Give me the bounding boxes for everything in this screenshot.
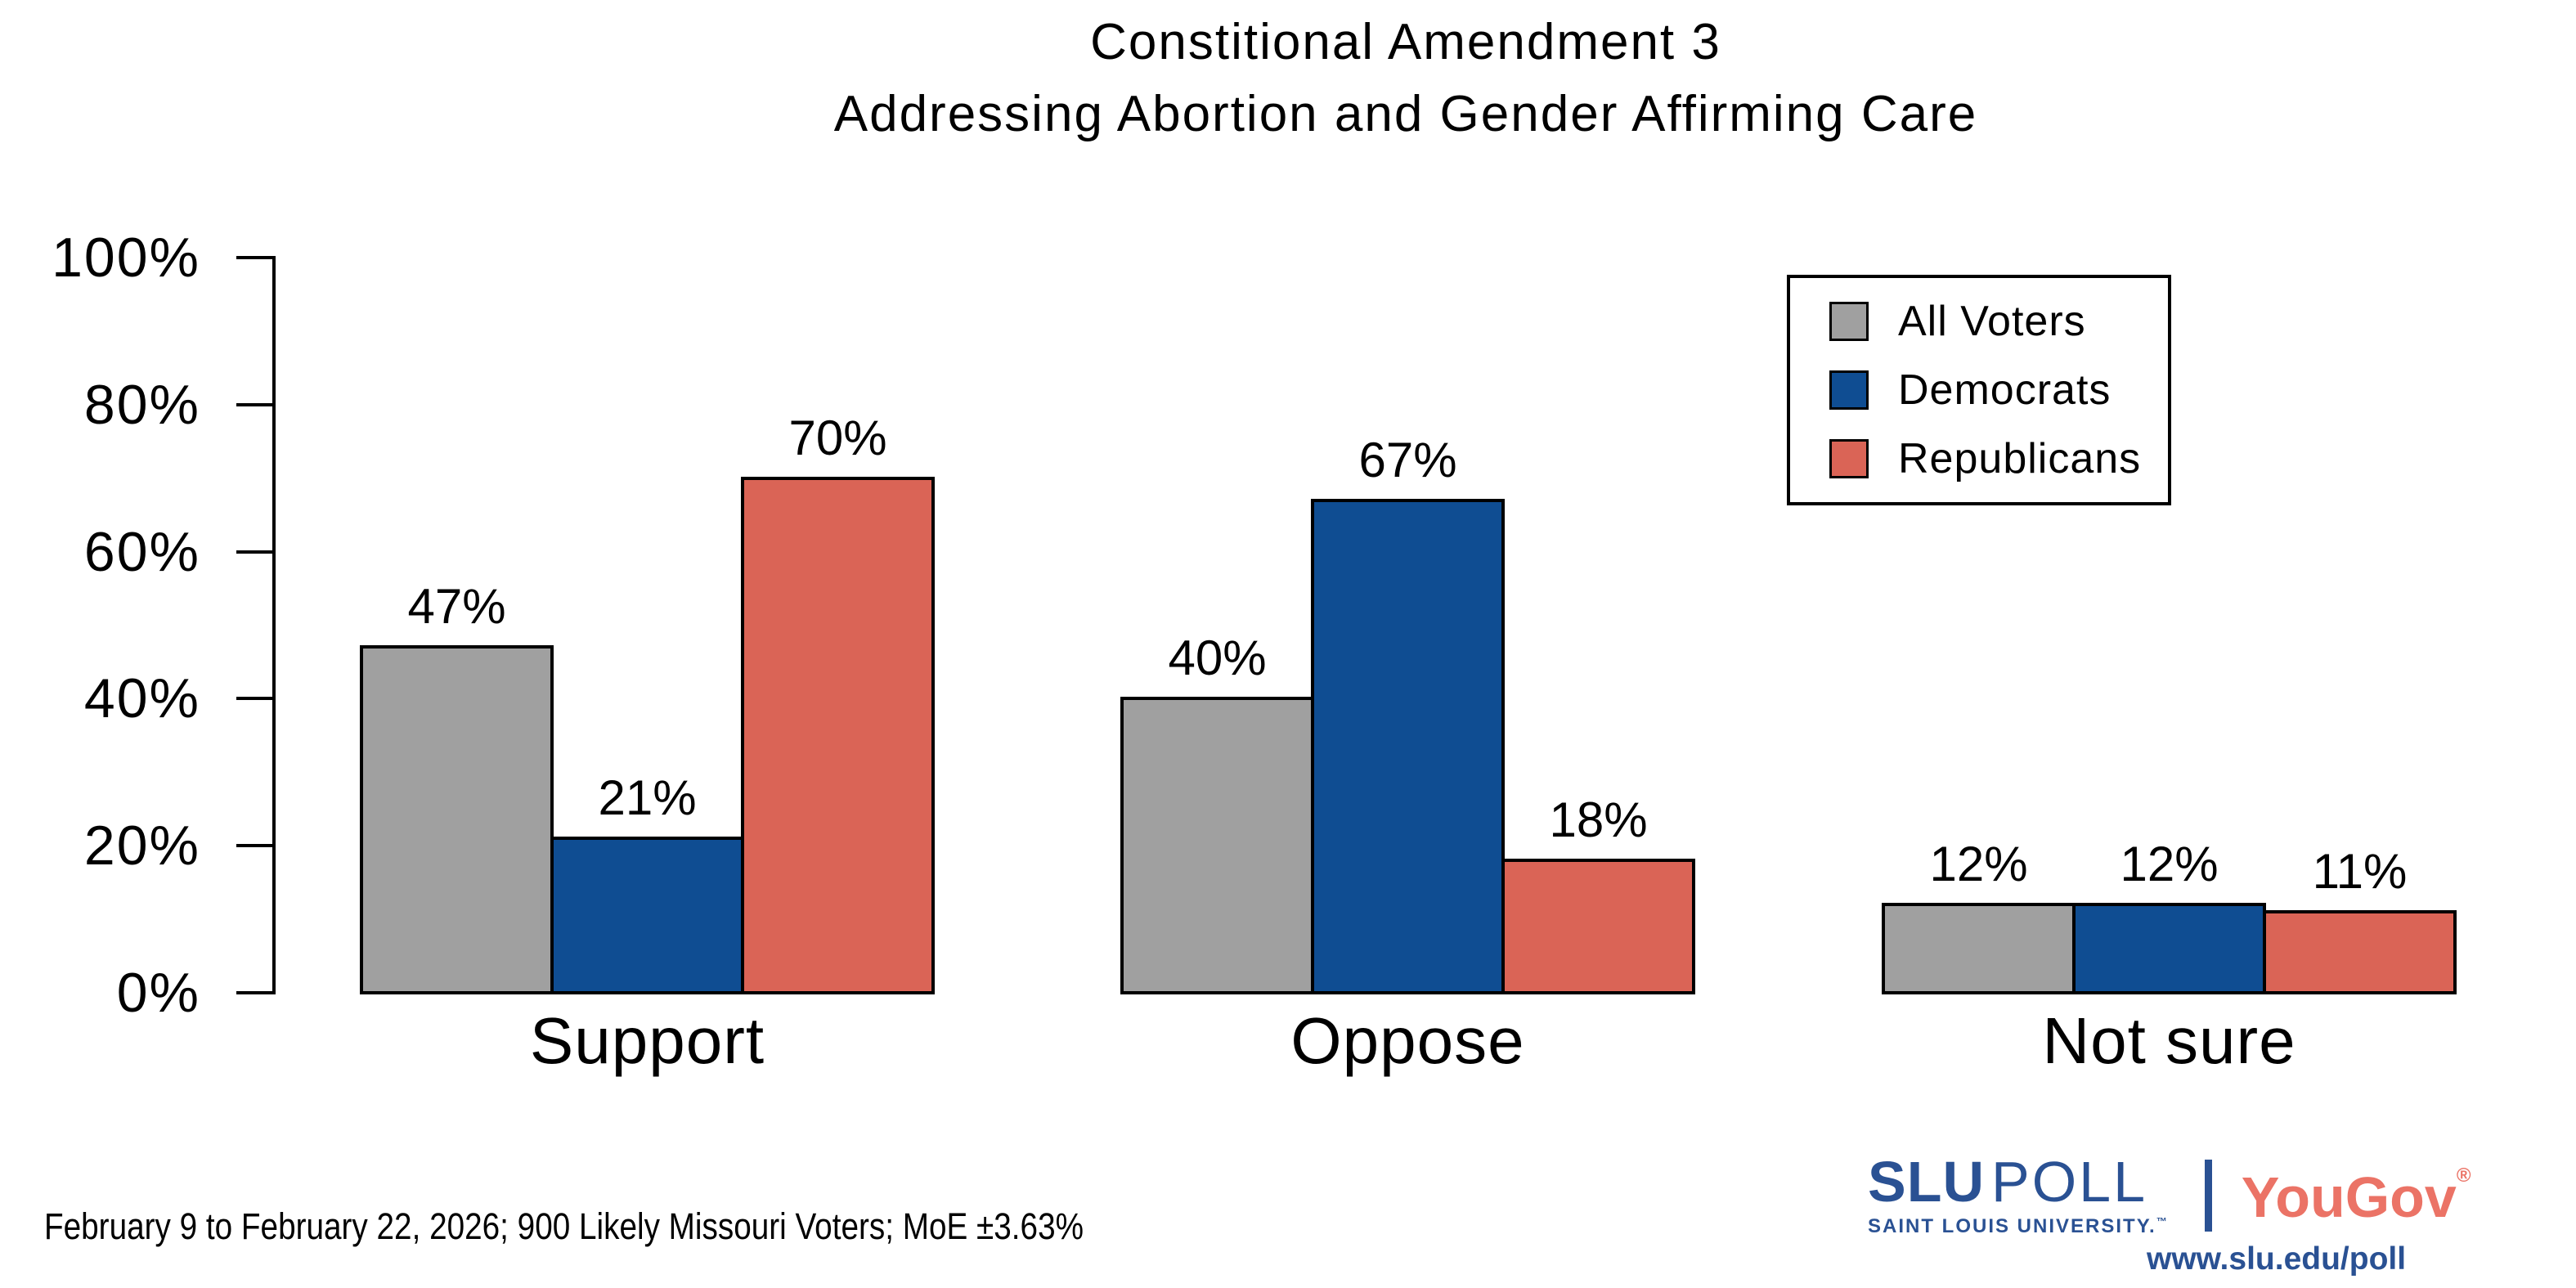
legend-item-all-voters: All Voters	[1829, 297, 2168, 346]
logo-divider	[2204, 1160, 2212, 1232]
category-label-support: Support	[529, 1004, 765, 1077]
legend-swatch-all-voters	[1829, 302, 1869, 341]
bar-oppose-all-voters	[1120, 697, 1314, 994]
y-axis-tick-label: 40%	[83, 667, 200, 730]
y-axis-tick-label: 100%	[52, 227, 200, 289]
slu-text: SLU	[1868, 1150, 1985, 1214]
y-axis-tick	[236, 991, 272, 994]
bar-value-label: 12%	[2120, 837, 2219, 892]
yougov-logo: YouGov®	[2242, 1165, 2471, 1230]
y-axis-tick-label: 0%	[116, 962, 200, 1024]
bar-value-label: 11%	[2312, 844, 2408, 900]
legend-label-republicans: Republicans	[1898, 435, 2142, 482]
bar-oppose-democrats	[1311, 498, 1505, 994]
registered-symbol: ®	[2456, 1165, 2471, 1187]
slu-poll-url: www.slu.edu/poll	[2147, 1241, 2407, 1277]
poll-text: POLL	[1991, 1150, 2147, 1214]
legend-swatch-democrats	[1829, 370, 1869, 410]
bar-not-sure-democrats	[2072, 903, 2266, 994]
trademark-symbol: ™	[2156, 1215, 2169, 1227]
chart-title: Constitional Amendment 3 Addressing Abor…	[834, 7, 1978, 150]
bar-not-sure-republicans	[2263, 910, 2457, 994]
legend-item-republicans: Republicans	[1829, 434, 2168, 483]
legend-item-democrats: Democrats	[1829, 366, 2168, 415]
bar-value-label: 70%	[788, 410, 887, 465]
bar-support-democrats	[550, 837, 744, 994]
university-name: SAINT LOUIS UNIVERSITY.	[1868, 1215, 2156, 1237]
chart-title-line2: Addressing Abortion and Gender Affirming…	[833, 86, 1978, 142]
y-axis-tick	[236, 697, 272, 701]
y-axis-tick	[236, 256, 272, 259]
legend-swatch-republicans	[1829, 439, 1869, 478]
legend-label-all-voters: All Voters	[1898, 298, 2086, 345]
y-axis-tick-label: 20%	[83, 815, 200, 877]
legend-label-democrats: Democrats	[1898, 366, 2112, 414]
bar-value-label: 21%	[598, 770, 697, 826]
bar-value-label: 12%	[1929, 837, 2028, 892]
y-axis-tick-label: 80%	[83, 373, 200, 436]
bar-value-label: 47%	[407, 579, 506, 635]
y-axis-line	[272, 256, 276, 994]
category-label-oppose: Oppose	[1290, 1004, 1525, 1077]
bar-not-sure-all-voters	[1882, 903, 2076, 994]
slu-poll-logo: SLU POLL SAINT LOUIS UNIVERSITY.™	[1868, 1151, 2169, 1238]
bar-value-label: 40%	[1168, 631, 1267, 686]
branding-logos: SLU POLL SAINT LOUIS UNIVERSITY.™ YouGov®	[1868, 1151, 2471, 1238]
y-axis-tick	[236, 844, 272, 848]
y-axis-tick	[236, 550, 272, 554]
slu-poll-wordmark: SLU POLL	[1868, 1151, 2169, 1212]
y-axis-tick	[236, 402, 272, 406]
bar-value-label: 67%	[1358, 432, 1457, 487]
survey-methodology-note: February 9 to February 22, 2026; 900 Lik…	[44, 1205, 1084, 1247]
bar-support-all-voters	[360, 645, 554, 994]
saint-louis-university-text: SAINT LOUIS UNIVERSITY.™	[1868, 1215, 2169, 1238]
bar-support-republicans	[741, 476, 935, 994]
yougov-text: YouGov	[2241, 1165, 2457, 1229]
bar-value-label: 18%	[1549, 792, 1648, 848]
legend: All Voters Democrats Republicans	[1787, 275, 2171, 505]
category-label-not-sure: Not sure	[2042, 1004, 2296, 1077]
chart-title-line1: Constitional Amendment 3	[1090, 14, 1721, 70]
y-axis-tick-label: 60%	[83, 520, 200, 583]
bar-oppose-republicans	[1501, 859, 1695, 994]
